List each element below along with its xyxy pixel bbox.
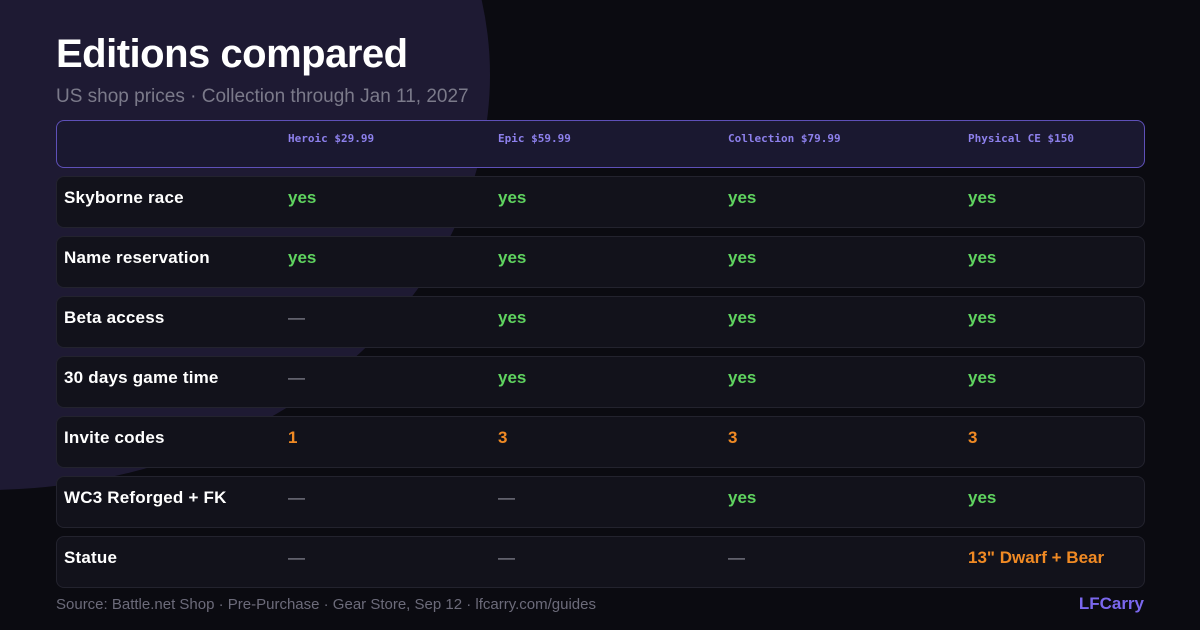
table-cell: yes — [728, 368, 757, 387]
row-label: Name reservation — [64, 248, 210, 267]
table-cell: yes — [968, 488, 997, 507]
column-header-physical-ce: Physical CE $150 — [968, 132, 1074, 145]
table-cell: yes — [498, 188, 527, 207]
table-cell: yes — [498, 368, 527, 387]
table-cell: yes — [968, 368, 997, 387]
row-label: WC3 Reforged + FK — [64, 488, 227, 507]
row-label: 30 days game time — [64, 368, 219, 387]
column-header-collection: Collection $79.99 — [728, 132, 841, 145]
table-cell: 3 — [728, 428, 738, 447]
table-cell: — — [498, 548, 515, 567]
table-cell: 1 — [288, 428, 298, 447]
brand-logo-text: LFCarry — [1078, 594, 1144, 613]
editions-table: Heroic $29.99 Epic $59.99 Collection $79… — [56, 120, 1145, 588]
page-subtitle: US shop prices · Collection through Jan … — [56, 86, 469, 107]
table-row: Skyborne race yes yes yes yes — [56, 176, 1145, 228]
table-cell: yes — [288, 188, 317, 207]
column-header-heroic: Heroic $29.99 — [288, 132, 375, 145]
table-row: Statue — — — 13" Dwarf + Bear — [56, 536, 1145, 588]
table-row: Beta access — yes yes yes — [56, 296, 1145, 348]
table-row: Name reservation yes yes yes yes — [56, 236, 1145, 288]
table-cell: — — [288, 308, 305, 327]
table-cell: yes — [498, 308, 527, 327]
table-cell: — — [498, 488, 515, 507]
table-cell: yes — [728, 308, 757, 327]
table-row: 30 days game time — yes yes yes — [56, 356, 1145, 408]
table-cell: yes — [968, 188, 997, 207]
table-cell: — — [288, 488, 305, 507]
page-title: Editions compared — [56, 32, 408, 76]
table-cell: yes — [968, 248, 997, 267]
table-cell: yes — [728, 248, 757, 267]
table-header-row: Heroic $29.99 Epic $59.99 Collection $79… — [56, 120, 1145, 168]
row-label: Invite codes — [64, 428, 165, 447]
table-cell: — — [288, 548, 305, 567]
table-row: WC3 Reforged + FK — — yes yes — [56, 476, 1145, 528]
table-cell: yes — [288, 248, 317, 267]
table-cell: 3 — [968, 428, 978, 447]
row-label: Beta access — [64, 308, 165, 327]
table-cell: yes — [728, 488, 757, 507]
table-cell: yes — [498, 248, 527, 267]
table-cell: — — [288, 368, 305, 387]
row-label: Statue — [64, 548, 118, 567]
source-caption: Source: Battle.net Shop · Pre-Purchase ·… — [56, 596, 596, 613]
column-header-epic: Epic $59.99 — [498, 132, 571, 145]
table-cell: yes — [968, 308, 997, 327]
table-cell: 13" Dwarf + Bear — [968, 548, 1105, 567]
table-cell: 3 — [498, 428, 508, 447]
table-row: Invite codes 1 3 3 3 — [56, 416, 1145, 468]
table-cell: — — [728, 548, 745, 567]
table-cell: yes — [728, 188, 757, 207]
row-label: Skyborne race — [64, 188, 184, 207]
